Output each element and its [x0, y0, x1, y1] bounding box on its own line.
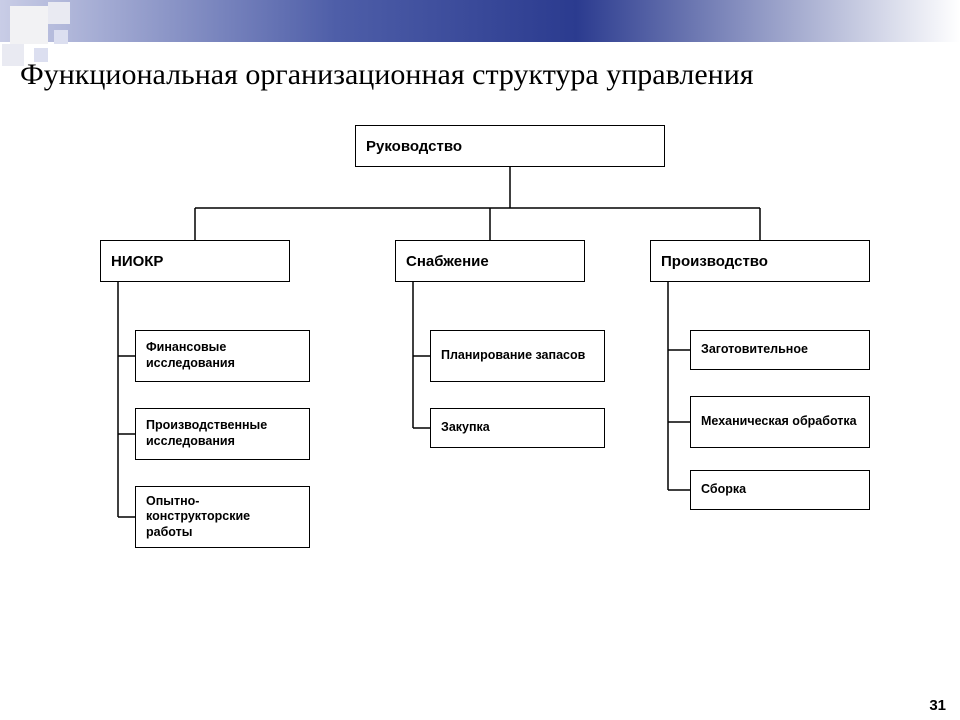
node-prod-assembly: Сборка: [690, 470, 870, 510]
node-niokr-design: Опытно-конструкторские работы: [135, 486, 310, 548]
node-niokr-production-research: Производственные исследования: [135, 408, 310, 460]
node-root: Руководство: [355, 125, 665, 167]
node-prod-machining: Механическая обработка: [690, 396, 870, 448]
node-dept-supply: Снабжение: [395, 240, 585, 282]
slide-top-accent: [0, 0, 960, 42]
node-dept-niokr: НИОКР: [100, 240, 290, 282]
node-prod-blank: Заготовительное: [690, 330, 870, 370]
slide-title: Функциональная организационная структура…: [20, 58, 940, 92]
node-dept-production: Производство: [650, 240, 870, 282]
node-supply-purchase: Закупка: [430, 408, 605, 448]
node-supply-planning: Планирование запасов: [430, 330, 605, 382]
node-niokr-finance: Финансовые исследования: [135, 330, 310, 382]
slide-canvas: Функциональная организационная структура…: [0, 0, 960, 720]
page-number: 31: [929, 697, 946, 714]
